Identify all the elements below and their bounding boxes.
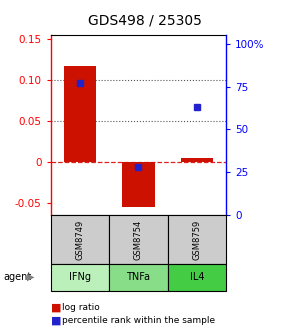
Text: log ratio: log ratio (62, 303, 100, 312)
Text: GSM8759: GSM8759 (193, 219, 202, 259)
Text: ■: ■ (51, 316, 61, 326)
Text: ▶: ▶ (27, 272, 34, 282)
Text: percentile rank within the sample: percentile rank within the sample (62, 317, 215, 325)
Text: IFNg: IFNg (69, 272, 91, 282)
Bar (168, 264, 226, 291)
Text: TNFa: TNFa (126, 272, 151, 282)
Bar (168, 215, 226, 264)
Text: GSM8749: GSM8749 (75, 219, 84, 259)
Bar (109, 264, 168, 291)
Text: IL4: IL4 (190, 272, 204, 282)
Bar (181, 158, 213, 162)
Bar (51, 215, 109, 264)
Text: agent: agent (3, 272, 31, 282)
Text: GDS498 / 25305: GDS498 / 25305 (88, 13, 202, 28)
Text: GSM8754: GSM8754 (134, 219, 143, 259)
Bar (51, 264, 109, 291)
Bar (109, 215, 168, 264)
Bar (122, 162, 155, 207)
Bar (64, 66, 96, 162)
Text: ■: ■ (51, 302, 61, 312)
